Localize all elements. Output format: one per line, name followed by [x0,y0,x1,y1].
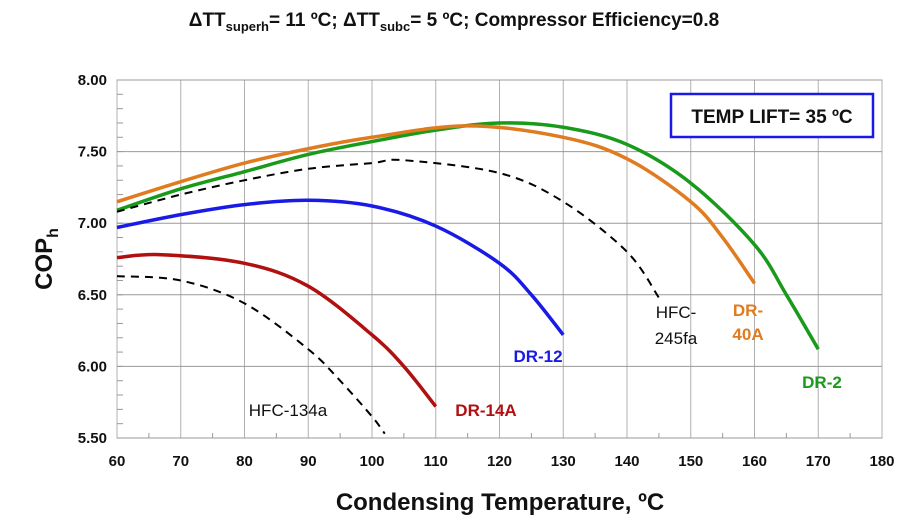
y-tick-label: 8.00 [78,72,107,89]
x-tick-label: 160 [742,453,767,470]
y-tick-label: 6.50 [78,287,107,304]
series-line-dr-40a [116,124,756,285]
x-tick-label: 170 [806,453,831,470]
series-label: HFC-134a [249,401,328,420]
x-axis-label: Condensing Temperature, ºC [336,489,664,516]
x-tick-label: 140 [614,453,639,470]
x-tick-label: 130 [551,453,576,470]
series-label: HFC- [656,303,697,322]
series-line-dr-14a [116,252,438,408]
x-tick-label: 80 [236,453,253,470]
x-tick-label: 90 [300,453,317,470]
x-tick-label: 70 [172,453,189,470]
y-tick-label: 6.00 [78,358,107,375]
series-line-hfc-134a [116,275,386,435]
series-label: DR-12 [513,347,562,366]
series-label: DR-14A [455,401,516,420]
series-label: 40A [732,325,763,344]
annotation-box [669,92,875,139]
series-line-dr-12 [116,198,565,336]
series-label: 245fa [655,329,698,348]
series-line-dr-2 [116,121,820,351]
y-tick-label: 5.50 [78,430,107,447]
y-axis-label: COPh [31,228,62,290]
series-label: DR-2 [802,373,842,392]
y-tick-label: 7.50 [78,144,107,161]
chart-title: ΔTTsuperh= 11 ºC; ΔTTsubc= 5 ºC; Compres… [188,10,720,34]
x-tick-label: 180 [869,453,894,470]
x-tick-label: 110 [424,453,448,470]
series-label: DR- [733,301,763,320]
x-tick-label: 60 [109,453,126,470]
y-tick-label: 7.00 [78,215,107,232]
series-line-hfc-245fa [116,158,660,299]
x-tick-label: 120 [487,453,512,470]
annotation-text: TEMP LIFT= 35 ºC [691,107,853,128]
x-tick-label: 150 [678,453,703,470]
x-tick-label: 100 [359,453,384,470]
